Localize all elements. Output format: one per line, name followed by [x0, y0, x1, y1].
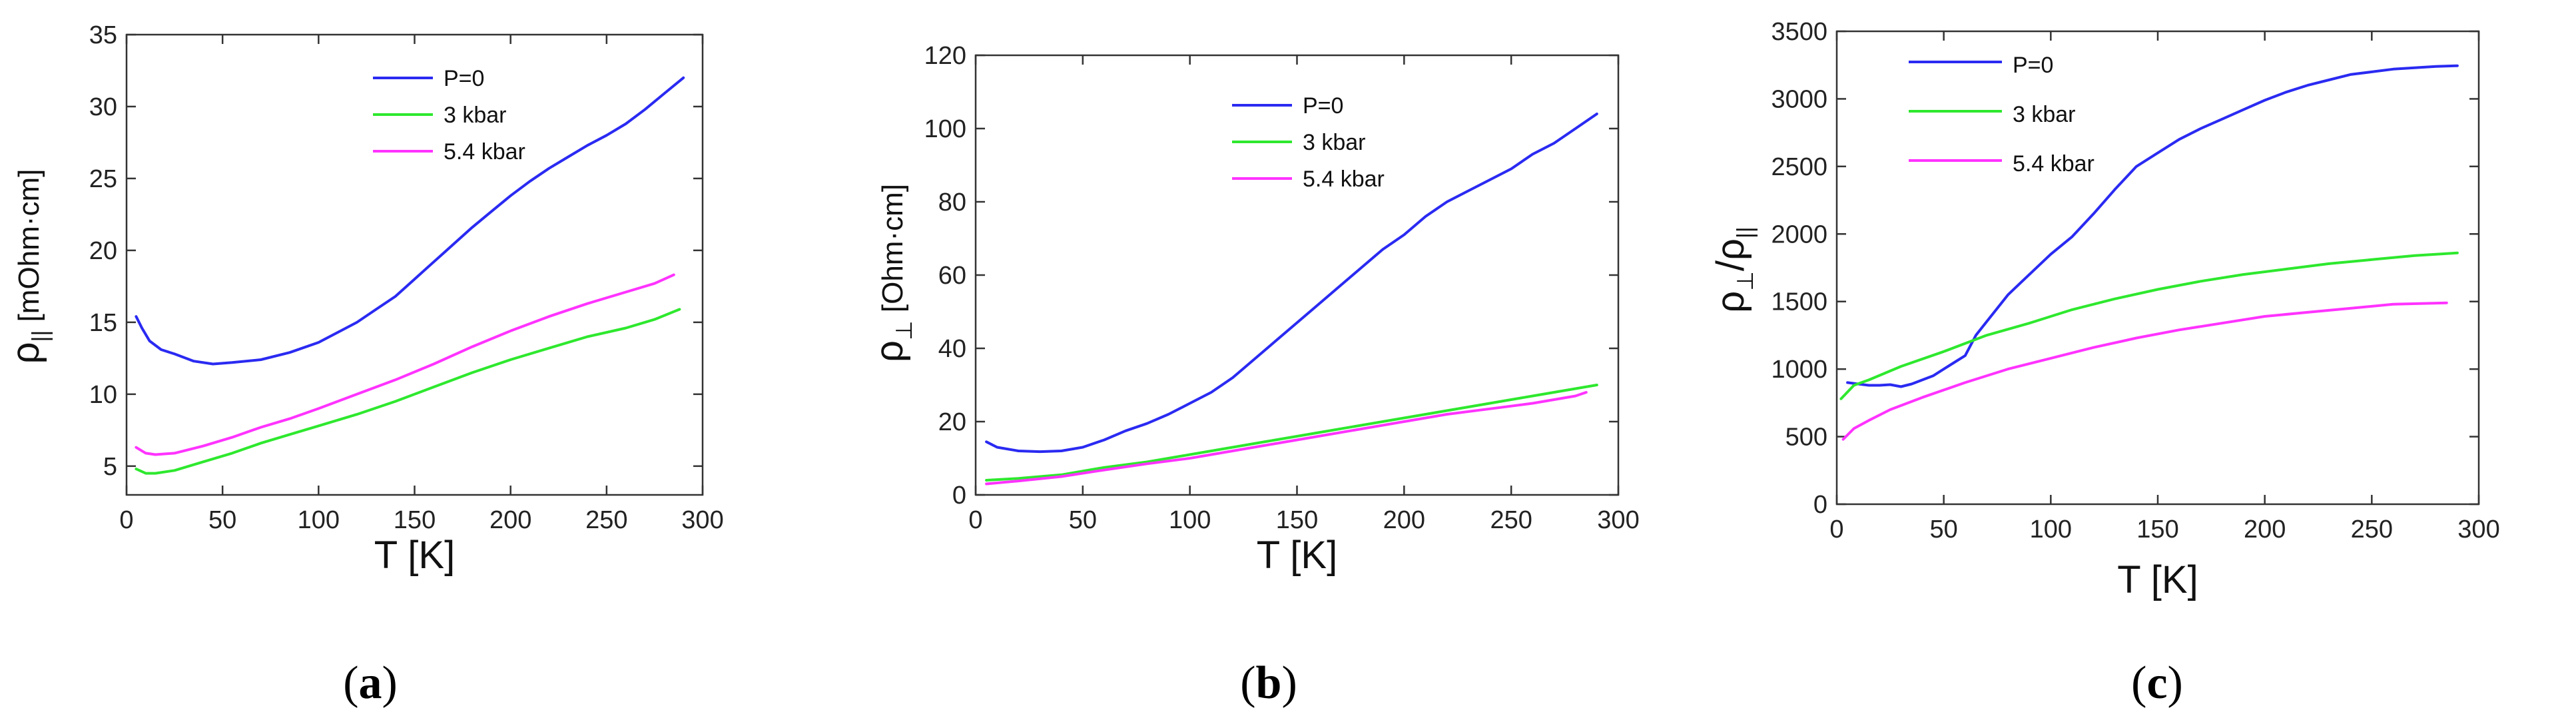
series-line-1: [1839, 251, 2459, 400]
x-axis-label: T [K]: [2117, 558, 2198, 601]
series-line-0: [1846, 64, 2459, 388]
y-axis-label: ρ|| [mOhm·cm]: [4, 169, 53, 364]
panel-caption: (c): [2131, 657, 2183, 709]
y-tick-label: 10: [89, 381, 117, 409]
y-tick-label: 0: [952, 482, 966, 510]
y-tick-label: 20: [938, 408, 966, 436]
x-tick-label: 200: [2244, 516, 2286, 544]
x-tick-label: 150: [1276, 506, 1318, 534]
y-tick-label: 25: [89, 165, 117, 193]
series-line-2: [1841, 301, 2448, 441]
y-tick-label: 120: [924, 42, 966, 70]
x-tick-label: 300: [2457, 516, 2499, 544]
x-tick-label: 150: [2136, 516, 2178, 544]
y-tick-label: 80: [938, 188, 966, 216]
plot-frame: [1835, 30, 2480, 506]
x-tick-label: 100: [2030, 516, 2072, 544]
chart-panel-c: 0 50 100 150 200 250 3000500100015002000250030…: [1709, 18, 2500, 709]
y-axis-label: ρ⊥ [Ohm·cm]: [868, 184, 917, 362]
y-tick-label: 5: [103, 453, 117, 481]
legend-label-1: 3 kbar: [444, 103, 507, 128]
x-tick-label: 150: [394, 506, 436, 534]
legend-label-2: 5.4 kbar: [2013, 151, 2094, 177]
y-tick-label: 2500: [1771, 153, 1827, 181]
x-tick-label: 250: [1490, 506, 1532, 534]
y-tick-label: 1000: [1771, 356, 1827, 384]
series-line-2: [135, 273, 675, 456]
x-tick-label: 50: [1069, 506, 1097, 534]
legend-label-2: 5.4 kbar: [444, 139, 525, 165]
legend-label-2: 5.4 kbar: [1303, 167, 1385, 192]
x-tick-label: 300: [1597, 506, 1639, 534]
x-tick-label: 0: [119, 506, 133, 534]
x-tick-label: 200: [489, 506, 531, 534]
panel-caption: (b): [1240, 657, 1297, 709]
y-tick-label: 20: [89, 237, 117, 265]
y-tick-label: 2000: [1771, 220, 1827, 248]
legend-label-0: P=0: [1303, 93, 1343, 119]
y-tick-label: 35: [89, 21, 117, 49]
x-tick-label: 300: [681, 506, 723, 534]
series-line-1: [985, 384, 1598, 482]
legend-label-1: 3 kbar: [1303, 130, 1366, 155]
legend-label-0: P=0: [444, 66, 484, 91]
y-tick-label: 0: [1813, 491, 1827, 519]
x-tick-label: 0: [1829, 516, 1843, 544]
plot-frame: [974, 54, 1620, 496]
series-line-0: [985, 113, 1598, 454]
legend-label-0: P=0: [2013, 53, 2053, 78]
x-tick-label: 50: [208, 506, 236, 534]
y-tick-label: 60: [938, 262, 966, 290]
panel-caption: (a): [343, 657, 398, 709]
legend-label-1: 3 kbar: [2013, 102, 2076, 127]
x-tick-label: 200: [1383, 506, 1425, 534]
x-tick-label: 0: [968, 506, 982, 534]
y-tick-label: 3000: [1771, 85, 1827, 113]
chart-panel-b: 0 50 100 150 200 250 300 0 20 40 60 80 100 120 P=0 3 kb…: [868, 42, 1640, 709]
x-axis-label: T [K]: [374, 534, 455, 577]
y-tick-label: 1500: [1771, 288, 1827, 316]
x-tick-label: 50: [1930, 516, 1958, 544]
y-axis-label: ρ⊥/ρ||: [1709, 226, 1758, 312]
series-line-1: [135, 308, 681, 475]
x-tick-label: 100: [1169, 506, 1211, 534]
y-tick-label: 30: [89, 93, 117, 121]
chart-panel-a: 0 50 100 150 200 250 300 5 10 15 20 25 30 35 P=0 3 kbar…: [4, 21, 724, 709]
series-line-0: [135, 76, 685, 366]
y-tick-label: 15: [89, 309, 117, 337]
x-tick-label: 250: [585, 506, 627, 534]
y-tick-label: 40: [938, 335, 966, 363]
x-tick-label: 100: [298, 506, 340, 534]
plot-frame: [125, 33, 704, 496]
y-tick-label: 100: [924, 115, 966, 143]
series-line-2: [985, 391, 1588, 486]
x-tick-label: 250: [2351, 516, 2393, 544]
x-axis-label: T [K]: [1257, 534, 1337, 577]
y-tick-label: 500: [1785, 424, 1827, 452]
y-tick-label: 3500: [1771, 18, 1827, 46]
